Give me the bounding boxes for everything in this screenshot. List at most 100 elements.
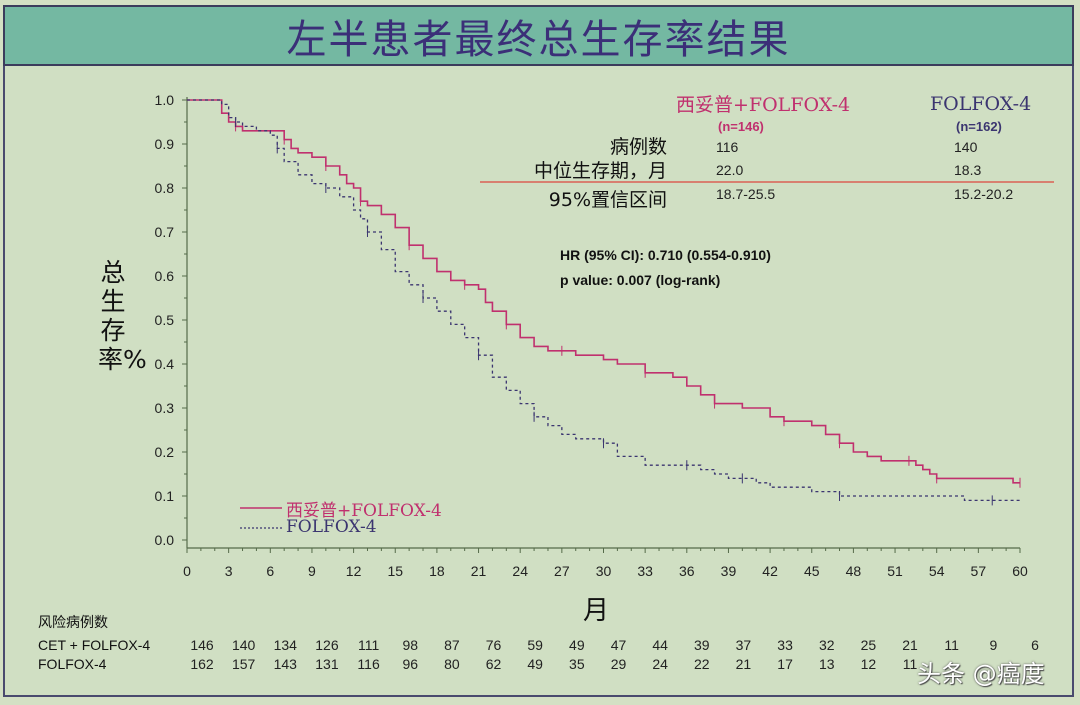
y-tick-label: 0.8 — [155, 180, 175, 196]
risk-cell: 59 — [527, 637, 543, 653]
risk-cell: 98 — [402, 637, 419, 653]
risk-cell: 157 — [231, 656, 256, 672]
x-tick-label: 39 — [721, 563, 737, 579]
risk-row-label-cet: CET + FOLFOX-4 — [38, 637, 151, 653]
risk-cell: 126 — [315, 637, 339, 653]
risk-cell: 146 — [190, 637, 214, 653]
x-tick-label: 12 — [346, 563, 362, 579]
risk-cell: 12 — [860, 656, 877, 672]
x-tick-label: 9 — [308, 563, 316, 579]
legend-line-icons — [240, 507, 282, 529]
risk-cell: 76 — [485, 637, 502, 653]
title-bar: 左半患者最终总生存率结果 — [3, 5, 1074, 66]
y-tick-label: 0.5 — [155, 312, 175, 328]
x-tick-label: 33 — [637, 563, 653, 579]
x-tick-label: 0 — [183, 563, 191, 579]
y-tick-label: 0.0 — [155, 532, 175, 548]
stats-cell: 18.3 — [954, 162, 982, 178]
risk-cell: 62 — [485, 656, 502, 672]
risk-cell: 37 — [735, 637, 752, 653]
slide-frame — [3, 5, 1074, 697]
x-tick-label: 24 — [512, 563, 528, 579]
x-tick-label: 54 — [929, 563, 945, 579]
y-tick-label: 0.6 — [155, 268, 175, 284]
y-tick-label: 0.9 — [155, 136, 175, 152]
x-tick-label: 45 — [804, 563, 820, 579]
risk-cell: 134 — [273, 637, 297, 653]
risk-cell: 11 — [944, 637, 959, 653]
y-tick-label: 1.0 — [155, 92, 175, 108]
y-tick-label: 0.2 — [155, 444, 175, 460]
stats-cell: 22.0 — [716, 162, 744, 178]
x-axis-label: 月 — [583, 596, 610, 626]
risk-cell: 49 — [527, 656, 543, 672]
stats-row-label: 中位生存期，月 — [533, 160, 667, 182]
risk-cell: 25 — [860, 637, 877, 653]
y-tick-label: 0.3 — [155, 400, 175, 416]
x-tick-label: 21 — [471, 563, 487, 579]
y-tick-label: 0.4 — [155, 356, 175, 372]
x-tick-label: 30 — [596, 563, 612, 579]
page-title: 左半患者最终总生存率结果 — [286, 16, 791, 63]
risk-cell: 24 — [652, 656, 668, 672]
stats-cell: 116 — [716, 139, 739, 155]
risk-cell: 21 — [902, 637, 918, 653]
risk-cell: 116 — [357, 656, 380, 672]
stats-n-cet: (n=146) — [718, 119, 764, 134]
risk-cell: 47 — [610, 637, 627, 653]
x-tick-label: 27 — [554, 563, 570, 579]
risk-cell: 13 — [818, 656, 835, 672]
y-tick-label: 0.7 — [155, 224, 175, 240]
stats-cell: 15.2-20.2 — [954, 186, 1014, 202]
risk-cell: 29 — [610, 656, 627, 672]
risk-cell: 49 — [569, 637, 585, 653]
hazard-ratio-annotation: HR (95% CI): 0.710 (0.554-0.910) — [560, 247, 771, 263]
x-tick-label: 15 — [387, 563, 403, 579]
risk-table-title: 风险病例数 — [38, 615, 108, 631]
stats-cell: 18.7-25.5 — [716, 186, 776, 202]
curve-cet-folfox — [187, 99, 1020, 484]
stats-divider — [480, 181, 1054, 183]
risk-cell: 32 — [818, 637, 835, 653]
risk-cell: 9 — [989, 637, 998, 653]
risk-cell: 143 — [273, 656, 297, 672]
x-tick-label: 6 — [266, 563, 274, 579]
x-tick-label: 51 — [887, 563, 903, 579]
y-tick-label: 0.1 — [155, 488, 175, 504]
risk-cell: 80 — [444, 656, 460, 672]
p-value-annotation: p value: 0.007 (log-rank) — [560, 272, 721, 288]
risk-cell: 96 — [402, 656, 419, 672]
legend-item-cet: 西妥普+FOLFOX-4 — [286, 501, 442, 521]
risk-cell: 131 — [315, 656, 339, 672]
risk-cell: 11 — [902, 656, 918, 672]
x-tick-label: 48 — [846, 563, 862, 579]
risk-cell: 22 — [694, 656, 710, 672]
watermark: 头条 @癌度 — [917, 660, 1045, 688]
x-tick-label: 57 — [971, 563, 987, 579]
risk-cell: 6 — [1031, 637, 1039, 653]
risk-cell: 87 — [444, 637, 460, 653]
x-tick-label: 3 — [225, 563, 233, 579]
risk-row-label-folfox: FOLFOX-4 — [38, 656, 107, 672]
risk-cell: 33 — [777, 637, 793, 653]
stats-header-folfox: FOLFOX-4 — [930, 93, 1032, 115]
risk-cell: 44 — [652, 637, 668, 653]
stats-row-label: 95%置信区间 — [548, 189, 667, 211]
x-tick-label: 36 — [679, 563, 695, 579]
stats-header-cet: 西妥普+FOLFOX-4 — [676, 94, 851, 116]
x-tick-label: 18 — [429, 563, 445, 579]
risk-cell: 35 — [569, 656, 585, 672]
y-axis-label: 总生存率% — [98, 258, 147, 374]
risk-cell: 162 — [190, 656, 214, 672]
stats-n-folfox: (n=162) — [956, 119, 1002, 134]
risk-cell: 17 — [777, 656, 793, 672]
stats-row-label: 病例数 — [609, 136, 667, 158]
risk-cell: 21 — [735, 656, 752, 672]
x-tick-label: 42 — [762, 563, 778, 579]
stats-cell: 140 — [954, 139, 978, 155]
risk-cell: 111 — [357, 637, 380, 653]
x-tick-label: 60 — [1012, 563, 1028, 579]
risk-cell: 39 — [694, 637, 710, 653]
legend-item-folfox: FOLFOX-4 — [286, 517, 377, 537]
